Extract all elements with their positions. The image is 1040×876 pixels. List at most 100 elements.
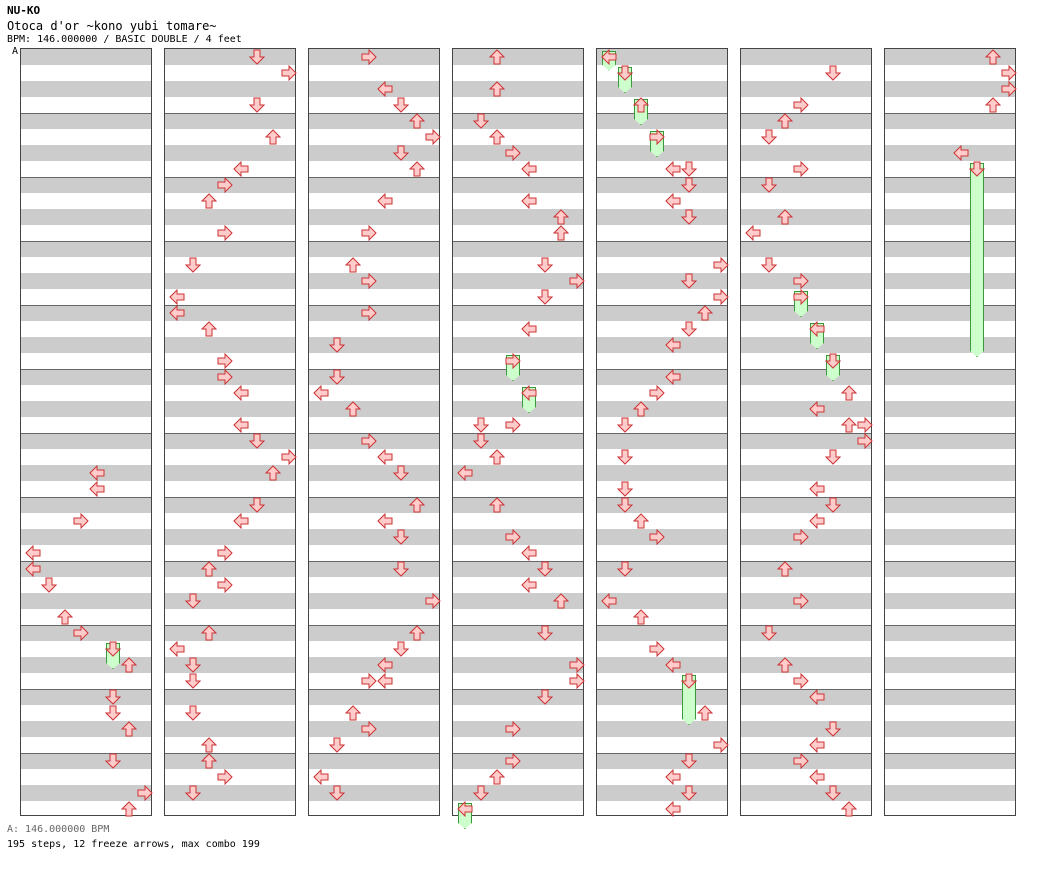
down-arrow-icon: [393, 641, 409, 657]
measure-line: [309, 433, 439, 434]
chart-column-3: [308, 48, 441, 816]
up-arrow-icon: [985, 97, 1001, 113]
measure-line: [309, 113, 439, 114]
right-arrow-icon: [505, 753, 521, 769]
up-arrow-icon: [697, 705, 713, 721]
left-arrow-icon: [809, 321, 825, 337]
down-arrow-icon: [681, 785, 697, 801]
left-arrow-icon: [745, 225, 761, 241]
right-arrow-icon: [217, 353, 233, 369]
up-arrow-icon: [489, 49, 505, 65]
measure-line: [885, 177, 1015, 178]
down-arrow-icon: [681, 209, 697, 225]
down-arrow-icon: [825, 65, 841, 81]
chart-column-1: [20, 48, 217, 817]
measure-line: [885, 625, 1015, 626]
measure-line: [165, 433, 295, 434]
up-arrow-icon: [633, 513, 649, 529]
down-arrow-icon: [185, 593, 201, 609]
chart-column-7: [884, 48, 1017, 816]
left-arrow-icon: [89, 465, 105, 481]
measure-line: [453, 113, 583, 114]
bpm-legend: A: 146.000000 BPM: [7, 824, 110, 835]
measure-line: [741, 177, 871, 178]
down-arrow-icon: [537, 625, 553, 641]
down-arrow-icon: [393, 561, 409, 577]
left-arrow-icon: [521, 193, 537, 209]
freeze-arrow: [970, 163, 984, 357]
right-arrow-icon: [505, 145, 521, 161]
measure-line: [309, 369, 439, 370]
up-arrow-icon: [409, 625, 425, 641]
left-arrow-icon: [665, 801, 681, 817]
measure-line: [165, 305, 295, 306]
chart-column-5: [596, 48, 729, 817]
right-arrow-icon: [425, 593, 441, 609]
left-arrow-icon: [809, 769, 825, 785]
right-arrow-icon: [793, 673, 809, 689]
down-arrow-icon: [537, 257, 553, 273]
right-arrow-icon: [505, 417, 521, 433]
left-arrow-icon: [521, 321, 537, 337]
measure-line: [453, 433, 583, 434]
chart-stats: 195 steps, 12 freeze arrows, max combo 1…: [7, 839, 260, 850]
down-arrow-icon: [617, 65, 633, 81]
left-arrow-icon: [377, 81, 393, 97]
down-arrow-icon: [761, 625, 777, 641]
measure-line: [597, 241, 727, 242]
left-arrow-icon: [665, 769, 681, 785]
measure-line: [165, 561, 295, 562]
right-arrow-icon: [425, 129, 441, 145]
left-arrow-icon: [521, 577, 537, 593]
left-arrow-icon: [457, 801, 473, 817]
measure-line: [309, 561, 439, 562]
left-arrow-icon: [377, 657, 393, 673]
measure-line: [885, 497, 1015, 498]
down-arrow-icon: [617, 497, 633, 513]
right-arrow-icon: [649, 129, 665, 145]
down-arrow-icon: [761, 129, 777, 145]
left-arrow-icon: [169, 641, 185, 657]
chart-column-2: [164, 48, 297, 816]
left-arrow-icon: [521, 385, 537, 401]
measure-line: [597, 753, 727, 754]
right-arrow-icon: [281, 449, 297, 465]
down-arrow-icon: [393, 529, 409, 545]
measure-line: [453, 305, 583, 306]
right-arrow-icon: [649, 385, 665, 401]
measure-line: [21, 241, 151, 242]
down-arrow-icon: [825, 497, 841, 513]
right-arrow-icon: [281, 65, 297, 81]
bpm-marker: A: [12, 46, 19, 57]
measure-line: [597, 177, 727, 178]
left-arrow-icon: [809, 401, 825, 417]
left-arrow-icon: [233, 513, 249, 529]
down-arrow-icon: [185, 657, 201, 673]
left-arrow-icon: [665, 161, 681, 177]
measure-line: [453, 753, 583, 754]
up-arrow-icon: [121, 657, 137, 673]
down-arrow-icon: [473, 113, 489, 129]
down-arrow-icon: [761, 177, 777, 193]
up-arrow-icon: [201, 753, 217, 769]
left-arrow-icon: [809, 513, 825, 529]
right-arrow-icon: [793, 529, 809, 545]
down-arrow-icon: [185, 257, 201, 273]
measure-line: [741, 753, 871, 754]
measure-line: [165, 689, 295, 690]
down-arrow-icon: [329, 785, 345, 801]
down-arrow-icon: [393, 145, 409, 161]
right-arrow-icon: [217, 545, 233, 561]
measure-line: [21, 369, 151, 370]
up-arrow-icon: [777, 657, 793, 673]
down-arrow-icon: [393, 97, 409, 113]
measure-line: [741, 497, 871, 498]
right-arrow-icon: [217, 769, 233, 785]
up-arrow-icon: [489, 497, 505, 513]
left-arrow-icon: [665, 193, 681, 209]
down-arrow-icon: [473, 417, 489, 433]
down-arrow-icon: [41, 577, 57, 593]
down-arrow-icon: [681, 177, 697, 193]
down-arrow-icon: [249, 49, 265, 65]
measure-line: [165, 177, 295, 178]
